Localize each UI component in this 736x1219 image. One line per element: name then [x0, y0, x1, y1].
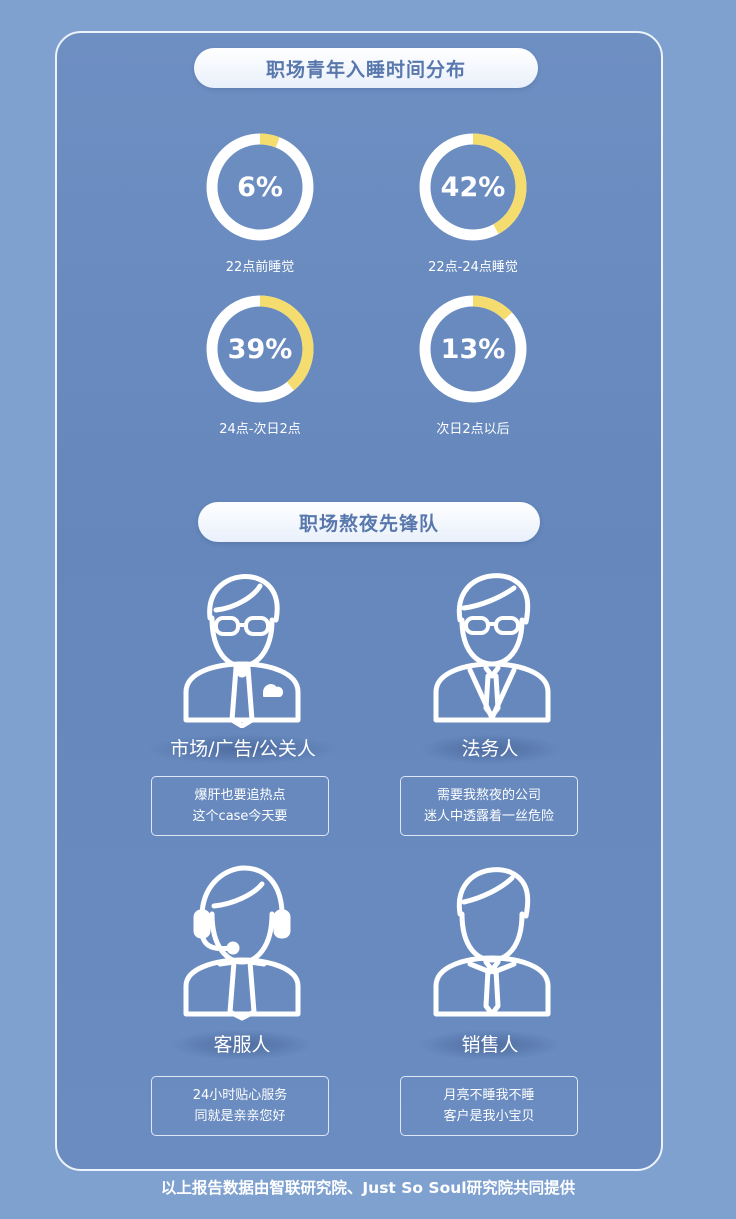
donut-label: 次日2点以后: [436, 422, 510, 437]
quote-line: 迷人中透露着一丝危险: [423, 809, 554, 824]
quote-box-marketing: 爆肝也要追热点 这个case今天要: [151, 776, 329, 836]
donut-label: 24点-次日2点: [219, 422, 301, 437]
donut-value: 13%: [440, 333, 506, 365]
quote-line: 同就是亲亲您好: [194, 1109, 286, 1124]
quote-line: 客户是我小宝贝: [443, 1109, 535, 1124]
donut-label: 22点前睡觉: [225, 260, 295, 275]
donut-24-2: 39% 24点-次日2点: [205, 294, 325, 437]
vanguard-section-title: 职场熬夜先锋队: [198, 502, 540, 542]
donut-ring-icon: [419, 295, 527, 403]
donut-ring-icon: [206, 295, 314, 403]
quote-box-sales: 月亮不睡我不睡 客户是我小宝贝: [400, 1076, 578, 1136]
sales-person-icon: [433, 867, 551, 1017]
donut-22-24: 42% 22点-24点睡觉: [418, 132, 538, 275]
quote-line: 月亮不睡我不睡: [443, 1088, 535, 1103]
quote-line: 这个case今天要: [192, 809, 288, 824]
donut-value: 39%: [227, 333, 293, 365]
quote-line: 24小时贴心服务: [192, 1088, 288, 1103]
marketing-person-icon: [183, 574, 301, 728]
donut-22-before: 6% 22点前睡觉: [205, 132, 325, 275]
donut-value: 42%: [440, 171, 506, 203]
lawyer-person-icon: [433, 573, 551, 723]
donut-ring-icon: [206, 133, 314, 241]
donut-ring-icon: [419, 133, 527, 241]
donut-label: 22点-24点睡觉: [428, 260, 518, 275]
donut-value: 6%: [237, 171, 283, 203]
role-label-marketing: 市场/广告/公关人: [148, 734, 338, 764]
role-label-lawyer: 法务人: [420, 734, 560, 764]
donut-after-2: 13% 次日2点以后: [418, 294, 538, 437]
footer-source-note: 以上报告数据由智联研究院、Just So Soul研究院共同提供: [160, 1179, 576, 1197]
quote-line: 需要我熬夜的公司: [436, 788, 541, 803]
role-label-customer-service: 客服人: [172, 1030, 312, 1060]
report-panel: [55, 31, 663, 1171]
quote-line: 爆肝也要追热点: [194, 788, 286, 803]
quote-box-lawyer: 需要我熬夜的公司 迷人中透露着一丝危险: [400, 776, 578, 836]
role-label-sales: 销售人: [420, 1030, 560, 1060]
customer-service-person-icon: [183, 865, 301, 1021]
quote-box-customer-service: 24小时贴心服务 同就是亲亲您好: [151, 1076, 329, 1136]
sleep-section-title: 职场青年入睡时间分布: [194, 48, 538, 88]
